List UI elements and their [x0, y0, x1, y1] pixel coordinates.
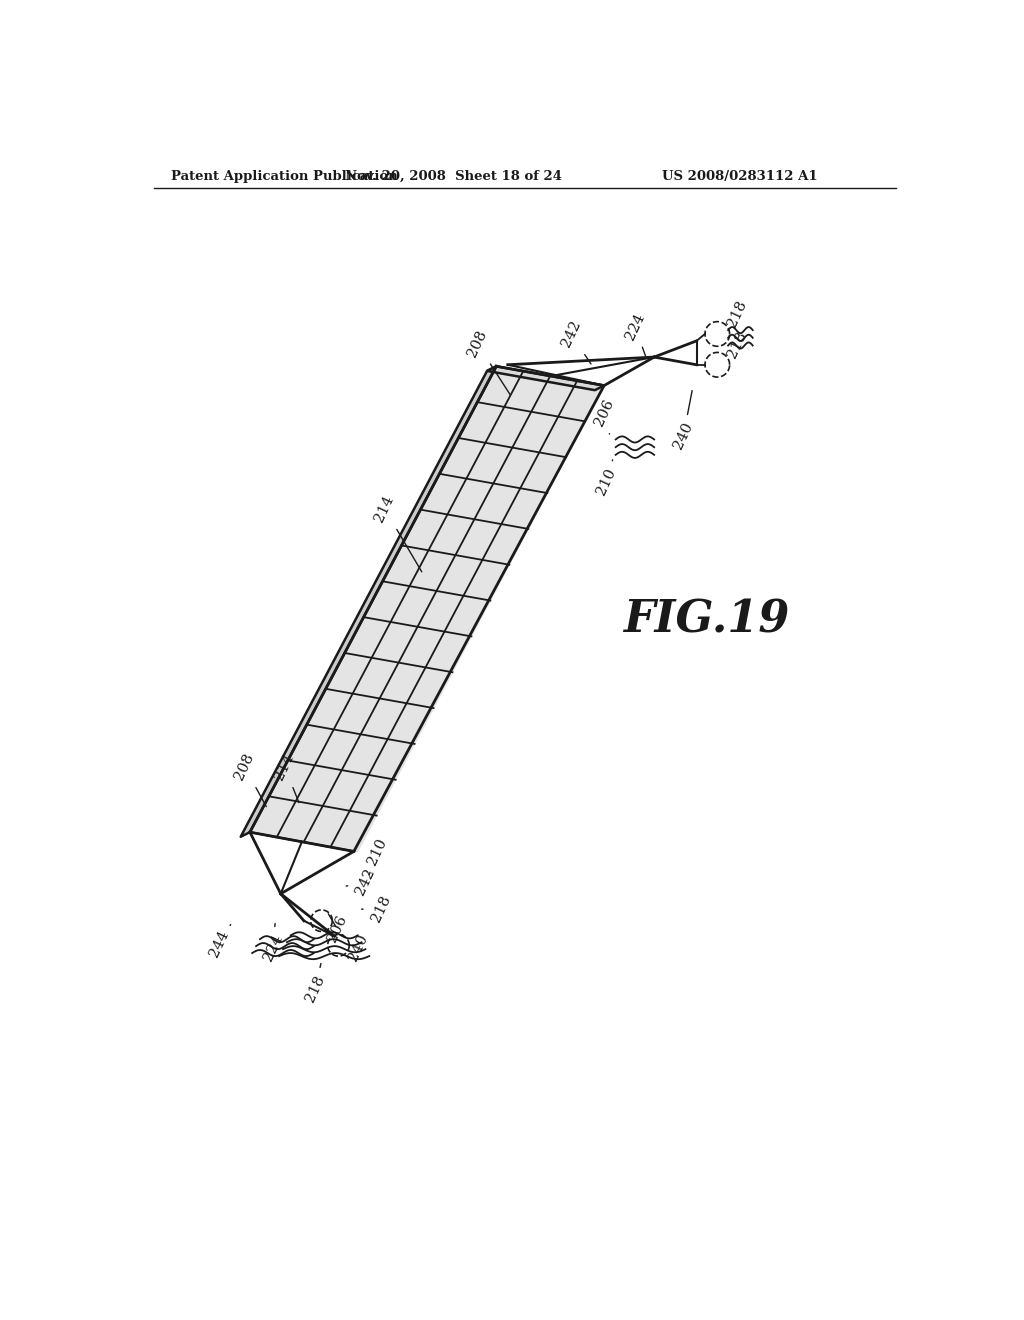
Text: Nov. 20, 2008  Sheet 18 of 24: Nov. 20, 2008 Sheet 18 of 24: [345, 169, 562, 182]
Polygon shape: [485, 407, 531, 447]
Text: 218: 218: [361, 894, 393, 925]
Polygon shape: [512, 412, 558, 453]
Polygon shape: [331, 810, 377, 851]
Polygon shape: [398, 627, 444, 668]
Polygon shape: [418, 591, 464, 631]
Polygon shape: [558, 380, 604, 421]
Polygon shape: [494, 447, 540, 488]
Polygon shape: [304, 807, 350, 846]
Text: 210: 210: [594, 459, 618, 498]
Polygon shape: [334, 693, 380, 734]
Polygon shape: [477, 367, 523, 407]
Text: US 2008/0283112 A1: US 2008/0283112 A1: [662, 169, 817, 182]
Polygon shape: [383, 545, 428, 586]
Text: 208: 208: [232, 751, 266, 807]
Text: 242: 242: [559, 318, 591, 364]
Polygon shape: [390, 586, 436, 627]
Polygon shape: [456, 519, 502, 560]
Polygon shape: [369, 739, 415, 780]
Polygon shape: [380, 663, 426, 704]
Polygon shape: [250, 367, 604, 851]
Polygon shape: [482, 524, 528, 565]
Polygon shape: [241, 367, 497, 837]
Text: 240: 240: [342, 932, 371, 964]
Polygon shape: [388, 704, 433, 744]
Text: FIG.19: FIG.19: [624, 599, 790, 642]
Polygon shape: [504, 371, 550, 412]
Polygon shape: [436, 556, 482, 595]
Text: 210: 210: [365, 836, 389, 875]
Polygon shape: [276, 801, 323, 842]
Polygon shape: [342, 734, 388, 775]
Polygon shape: [345, 618, 390, 657]
Polygon shape: [296, 766, 342, 807]
Text: 218: 218: [725, 329, 750, 360]
Polygon shape: [288, 725, 334, 766]
Polygon shape: [520, 453, 566, 494]
Text: 218: 218: [725, 298, 750, 329]
Polygon shape: [350, 775, 395, 816]
Polygon shape: [314, 730, 360, 770]
Text: 208: 208: [465, 327, 510, 395]
Polygon shape: [323, 770, 369, 810]
Polygon shape: [474, 483, 520, 524]
Polygon shape: [487, 367, 604, 391]
Polygon shape: [364, 581, 410, 622]
Polygon shape: [307, 689, 352, 730]
Polygon shape: [421, 474, 466, 515]
Polygon shape: [444, 595, 490, 636]
Polygon shape: [352, 657, 398, 698]
Text: 206: 206: [592, 397, 616, 434]
Text: 242: 242: [346, 867, 378, 898]
Polygon shape: [531, 376, 578, 417]
Text: Patent Application Publication: Patent Application Publication: [171, 169, 397, 182]
Polygon shape: [439, 438, 485, 479]
Polygon shape: [447, 479, 494, 519]
Text: 224: 224: [261, 924, 286, 964]
Polygon shape: [410, 550, 456, 591]
Polygon shape: [269, 760, 314, 801]
Polygon shape: [459, 403, 504, 442]
Polygon shape: [464, 560, 509, 601]
Polygon shape: [502, 488, 547, 529]
Text: 224: 224: [623, 310, 647, 356]
Text: 206: 206: [325, 912, 349, 944]
Text: 214: 214: [272, 751, 299, 803]
Polygon shape: [360, 698, 407, 739]
Polygon shape: [426, 631, 471, 672]
Text: 214: 214: [373, 494, 422, 572]
Polygon shape: [428, 515, 474, 556]
Polygon shape: [372, 622, 418, 663]
Polygon shape: [407, 668, 453, 708]
Polygon shape: [250, 796, 296, 837]
Text: 244: 244: [207, 924, 231, 960]
Polygon shape: [401, 510, 447, 550]
Text: 218: 218: [303, 964, 328, 1005]
Polygon shape: [326, 653, 372, 693]
Polygon shape: [466, 442, 512, 483]
Text: 240: 240: [671, 391, 695, 451]
Polygon shape: [540, 417, 585, 457]
